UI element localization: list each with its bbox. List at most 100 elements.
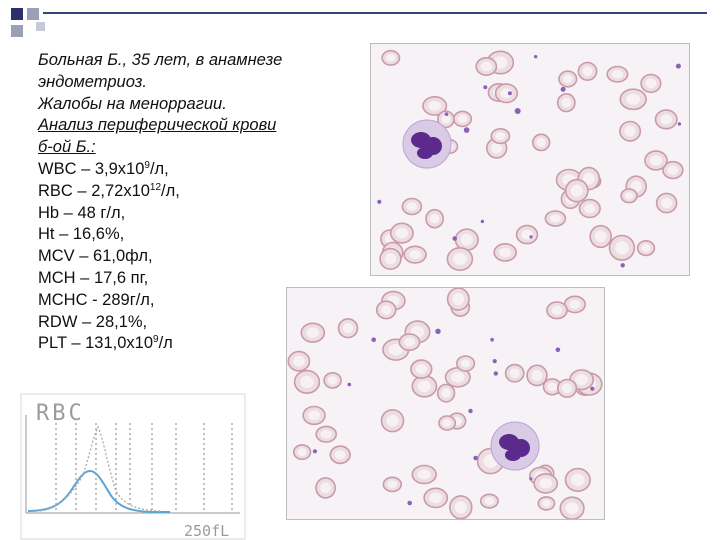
platelet bbox=[560, 86, 566, 92]
lab-separator: – bbox=[76, 159, 95, 178]
blood-smear-image-2 bbox=[286, 287, 605, 520]
red-blood-cell-pallor bbox=[451, 372, 465, 383]
lab-exponent: 9 bbox=[153, 334, 159, 346]
red-blood-cell-pallor bbox=[395, 227, 408, 239]
red-blood-cell-pallor bbox=[406, 202, 418, 211]
platelet bbox=[468, 408, 473, 414]
patient-line: Больная Б., 35 лет, в анамнезе bbox=[38, 51, 283, 69]
red-blood-cell-pallor bbox=[342, 323, 354, 334]
leukocyte-nucleus-lobe bbox=[505, 449, 521, 461]
red-blood-cell-pallor bbox=[388, 344, 403, 356]
lab-value: 17,6 пг, bbox=[93, 268, 149, 287]
red-blood-cell-pallor bbox=[626, 93, 641, 105]
red-blood-cell-pallor bbox=[582, 66, 593, 77]
lab-name: Hb bbox=[38, 203, 60, 222]
red-blood-cell-pallor bbox=[403, 337, 416, 347]
rbc-histogram: RBC 250fL bbox=[20, 393, 246, 540]
red-blood-cell-pallor bbox=[429, 492, 443, 504]
red-blood-cell-pallor bbox=[480, 61, 492, 72]
platelet bbox=[371, 337, 376, 343]
analysis-title-patient: б-ой Б.: bbox=[38, 138, 96, 157]
lab-name: Ht bbox=[38, 225, 55, 244]
platelet bbox=[493, 371, 498, 376]
platelet bbox=[555, 347, 561, 353]
red-blood-cell-pallor bbox=[320, 429, 332, 439]
histogram-label: RBC bbox=[36, 401, 85, 426]
platelet bbox=[347, 382, 352, 387]
red-blood-cell-pallor bbox=[300, 375, 314, 389]
red-blood-cell-pallor bbox=[297, 448, 307, 456]
lab-value: 48 г/л, bbox=[77, 203, 126, 222]
lab-unit: /л, bbox=[149, 159, 169, 178]
red-blood-cell-pallor bbox=[381, 305, 392, 315]
red-blood-cell-pallor bbox=[615, 241, 629, 255]
platelet bbox=[444, 112, 449, 116]
red-blood-cell-pallor bbox=[641, 244, 651, 253]
red-blood-cell-pallor bbox=[442, 419, 452, 427]
red-blood-cell-pallor bbox=[509, 368, 520, 378]
platelet bbox=[620, 263, 625, 268]
lab-value: 131,0х10 bbox=[85, 334, 154, 353]
red-blood-cell-pallor bbox=[661, 197, 673, 209]
lab-name: MCV bbox=[38, 247, 75, 266]
lab-result-plt: PLT – 131,0х109/л bbox=[38, 333, 368, 355]
blood-smear-image-1 bbox=[370, 43, 690, 276]
red-blood-cell-pallor bbox=[454, 501, 467, 514]
red-blood-cell-pallor bbox=[415, 364, 427, 375]
platelet bbox=[435, 328, 441, 334]
lab-exponent: 12 bbox=[149, 181, 162, 193]
red-blood-cell-pallor bbox=[495, 132, 506, 141]
lab-separator: - bbox=[87, 290, 103, 309]
red-blood-cell-pallor bbox=[308, 410, 321, 421]
lab-value: 28,1%, bbox=[95, 312, 148, 331]
platelet bbox=[514, 108, 521, 114]
platelet bbox=[529, 235, 533, 239]
red-blood-cell-pallor bbox=[561, 97, 571, 108]
red-blood-cell-pallor bbox=[624, 192, 634, 200]
red-blood-cell-pallor bbox=[320, 482, 331, 494]
lab-name: RBC bbox=[38, 181, 73, 200]
red-blood-cell-pallor bbox=[542, 499, 551, 507]
lab-name: RDW bbox=[38, 312, 78, 331]
red-blood-cell-pallor bbox=[327, 376, 338, 385]
lab-exponent: 9 bbox=[144, 159, 150, 171]
lab-result-rdw: RDW – 28,1%, bbox=[38, 312, 368, 334]
lab-result-hb: Hb – 48 г/л, bbox=[38, 203, 368, 225]
platelet bbox=[312, 449, 317, 454]
red-blood-cell-pallor bbox=[624, 125, 636, 137]
lab-result-mch: MCH – 17,6 пг, bbox=[38, 268, 368, 290]
red-blood-cell-pallor bbox=[417, 469, 431, 480]
red-blood-cell-pallor bbox=[570, 184, 583, 197]
red-blood-cell-pallor bbox=[457, 114, 468, 123]
platelet bbox=[507, 91, 512, 96]
decor-square-small bbox=[36, 22, 45, 31]
red-blood-cell-pallor bbox=[386, 414, 399, 427]
red-blood-cell-pallor bbox=[429, 213, 440, 224]
histogram-scale-label: 250fL bbox=[184, 522, 229, 540]
leukocyte-nucleus-lobe bbox=[417, 147, 433, 159]
red-blood-cell-pallor bbox=[575, 374, 588, 386]
lab-value: 3,9х10 bbox=[94, 159, 145, 178]
platelet bbox=[377, 199, 382, 204]
red-blood-cell-pallor bbox=[536, 137, 546, 147]
red-blood-cell-pallor bbox=[409, 250, 422, 260]
red-blood-cell-pallor bbox=[484, 497, 495, 505]
lab-unit: /л, bbox=[161, 181, 180, 200]
lab-result-mcv: MCV – 61,0фл, bbox=[38, 246, 368, 268]
red-blood-cell-pallor bbox=[565, 502, 579, 515]
lab-results-list: WBC – 3,9х109/л, RBC – 2,72х1012/л, Hb – 4… bbox=[38, 159, 368, 355]
platelet bbox=[529, 477, 533, 481]
patient-history: эндометриоз. bbox=[38, 72, 147, 91]
red-blood-cell-pallor bbox=[441, 114, 451, 124]
lab-separator: – bbox=[74, 247, 94, 266]
platelet bbox=[534, 55, 538, 59]
red-blood-cell-pallor bbox=[452, 293, 465, 306]
platelet bbox=[677, 122, 682, 126]
red-blood-cell-pallor bbox=[428, 100, 442, 111]
lab-value: 61,0фл, bbox=[93, 247, 153, 266]
lab-name: MCHC bbox=[38, 290, 88, 309]
red-blood-cell-pallor bbox=[611, 70, 623, 79]
analysis-title: Анализ периферической крови bbox=[38, 116, 277, 135]
lab-value: 16,6%, bbox=[72, 225, 125, 244]
red-blood-cell-pallor bbox=[549, 214, 561, 223]
